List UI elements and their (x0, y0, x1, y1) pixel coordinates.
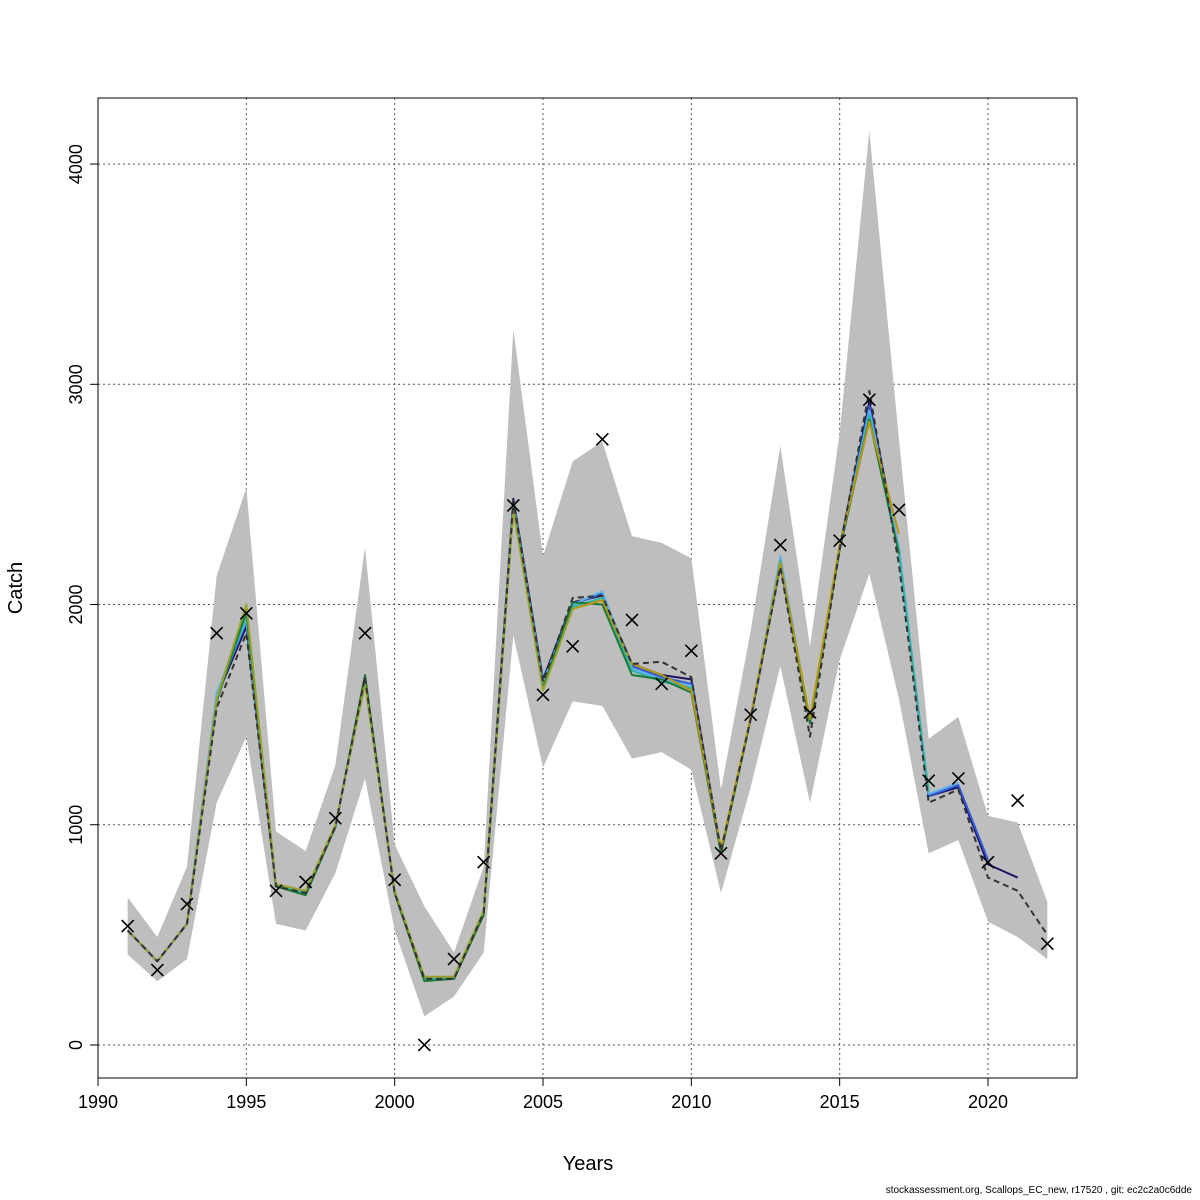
x-tick-label: 1995 (226, 1092, 266, 1112)
x-axis: 1990 1995 2000 2005 2010 2015 2020 (78, 1077, 1008, 1112)
x-axis-label: Years (563, 1153, 613, 1175)
observed-point (1011, 793, 1025, 808)
observed-point-stroke (417, 1038, 431, 1052)
observed-point (625, 613, 639, 627)
y-axis: 0 1000 2000 3000 4000 (66, 144, 99, 1050)
observed-point-stroke (803, 705, 817, 719)
observed-point-stroke (358, 626, 372, 640)
observed-point (655, 677, 669, 691)
observed-point (595, 432, 609, 446)
observed-point (121, 919, 135, 933)
y-tick-label: 2000 (66, 584, 86, 624)
confidence-band-layer (127, 131, 1048, 1017)
observed-point-stroke (1011, 793, 1025, 808)
footer-source-text: stockassessment.org, Scallops_EC_new, r1… (885, 1185, 1192, 1196)
observed-point (892, 503, 906, 517)
observed-point (803, 705, 817, 719)
observed-point-stroke (269, 884, 283, 898)
y-tick-label: 0 (66, 1040, 86, 1050)
y-tick-label: 3000 (66, 364, 86, 404)
observed-point-stroke (981, 855, 995, 869)
observed-point (714, 846, 728, 860)
observed-point (417, 1038, 431, 1052)
observed-point-stroke (150, 963, 164, 977)
observed-point-stroke (388, 873, 402, 887)
observed-point (744, 708, 758, 722)
observed-point (1040, 937, 1054, 951)
x-tick-label: 2000 (375, 1092, 415, 1112)
observed-point (477, 855, 491, 869)
observed-point (862, 393, 876, 407)
series-lines-layer (126, 389, 1049, 983)
observed-point (833, 534, 847, 548)
observed-point (536, 688, 550, 702)
y-tick-label: 4000 (66, 144, 86, 184)
observed-point (328, 811, 342, 825)
observed-point-stroke (922, 774, 936, 788)
observed-point-stroke (328, 811, 342, 825)
observed-point-stroke (447, 952, 461, 966)
observed-point (922, 774, 936, 788)
observed-point-stroke (477, 855, 491, 869)
observed-point (447, 952, 461, 966)
confidence-band (127, 131, 1048, 1017)
observed-point (981, 855, 995, 869)
observed-point-stroke (180, 897, 194, 911)
observed-point (773, 538, 787, 552)
observed-point-stroke (892, 503, 906, 517)
x-tick-label: 2010 (671, 1092, 711, 1112)
observed-point (269, 884, 283, 898)
series-line-7 (572, 420, 900, 850)
observed-point-stroke (951, 771, 965, 786)
observed-point-stroke (210, 626, 224, 640)
observed-point-stroke (655, 677, 669, 691)
observed-point-stroke (239, 606, 253, 620)
observed-point (150, 963, 164, 977)
observed-point-stroke (773, 538, 787, 552)
observed-point-stroke (566, 639, 580, 653)
observed-point-stroke (1040, 937, 1054, 951)
observed-point-stroke (625, 613, 639, 627)
observed-point-stroke (299, 875, 313, 889)
x-tick-label: 2015 (820, 1092, 860, 1112)
observed-point (566, 639, 580, 653)
observed-point-stroke (121, 919, 135, 933)
observed-point (239, 606, 253, 620)
observed-point (506, 498, 520, 512)
y-axis-label: Catch (5, 562, 27, 614)
observed-point-stroke (506, 498, 520, 512)
observed-point-stroke (714, 846, 728, 860)
x-tick-label: 2005 (523, 1092, 563, 1112)
observed-points-layer (121, 393, 1054, 1052)
observed-point-stroke (595, 432, 609, 446)
observed-point (358, 626, 372, 640)
observed-point-stroke (684, 644, 698, 658)
observed-point (951, 771, 965, 786)
observed-point-stroke (862, 393, 876, 407)
observed-point (180, 897, 194, 911)
observed-point (299, 875, 313, 889)
observed-point (388, 873, 402, 887)
x-tick-label: 2020 (968, 1092, 1008, 1112)
observed-point (684, 644, 698, 658)
observed-point-stroke (744, 708, 758, 722)
y-tick-label: 1000 (66, 805, 86, 845)
observed-point-stroke (536, 688, 550, 702)
x-tick-label: 1990 (78, 1092, 118, 1112)
observed-point-stroke (833, 534, 847, 548)
observed-point (210, 626, 224, 640)
